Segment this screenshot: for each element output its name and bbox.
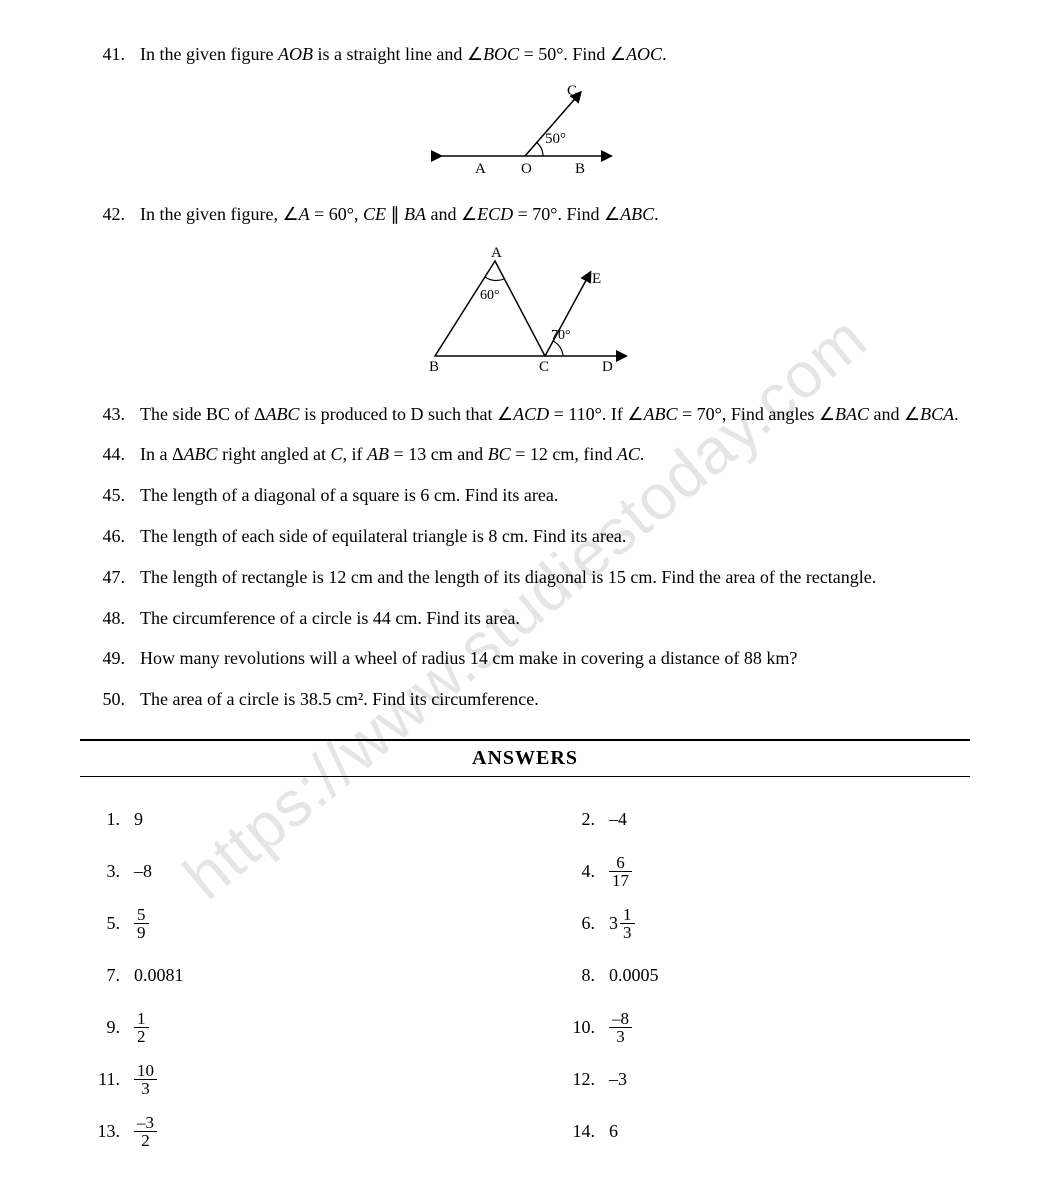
label-B: B: [429, 359, 439, 375]
label-O: O: [521, 161, 532, 177]
answer-value: 313: [609, 906, 970, 943]
question-text: The area of a circle is 38.5 cm². Find i…: [140, 685, 970, 714]
figure-42: A B C D E 60° 70°: [80, 241, 970, 386]
answer-value: 617: [609, 854, 970, 891]
answer-number: 11.: [80, 1069, 134, 1090]
answer-number: 5.: [80, 913, 134, 934]
answer-row: 9.12: [80, 1005, 495, 1051]
question-number: 43.: [80, 400, 140, 429]
question-text: The length of a diagonal of a square is …: [140, 481, 970, 510]
label-A: A: [491, 245, 502, 261]
answer-row: 8.0.0005: [555, 953, 970, 999]
label-C: C: [567, 83, 577, 99]
question-number: 42.: [80, 200, 140, 229]
question-48: 48. The circumference of a circle is 44 …: [80, 604, 970, 633]
question-text: In a ΔABC right angled at C, if AB = 13 …: [140, 440, 970, 469]
answer-number: 9.: [80, 1017, 134, 1038]
question-42: 42. In the given figure, ∠A = 60°, CE ∥ …: [80, 200, 970, 229]
label-E: E: [592, 271, 601, 287]
answer-value: –3: [609, 1069, 970, 1090]
label-A: A: [475, 161, 486, 177]
answer-number: 14.: [555, 1121, 609, 1142]
answer-value: 103: [134, 1062, 495, 1099]
question-text: How many revolutions will a wheel of rad…: [140, 644, 970, 673]
answer-number: 4.: [555, 861, 609, 882]
answer-value: 0.0005: [609, 965, 970, 986]
question-number: 46.: [80, 522, 140, 551]
answer-row: 12.–3: [555, 1057, 970, 1103]
label-B: B: [575, 161, 585, 177]
question-46: 46. The length of each side of equilater…: [80, 522, 970, 551]
answer-number: 8.: [555, 965, 609, 986]
question-number: 49.: [80, 644, 140, 673]
answer-number: 7.: [80, 965, 134, 986]
question-41: 41. In the given figure AOB is a straigh…: [80, 40, 970, 69]
answer-number: 1.: [80, 809, 134, 830]
angle-C-label: 70°: [551, 328, 571, 343]
answer-row: 13.–32: [80, 1109, 495, 1155]
question-45: 45. The length of a diagonal of a square…: [80, 481, 970, 510]
question-44: 44. In a ΔABC right angled at C, if AB =…: [80, 440, 970, 469]
answer-row: 4.617: [555, 849, 970, 895]
answer-row: 14.6: [555, 1109, 970, 1155]
answer-number: 10.: [555, 1017, 609, 1038]
question-47: 47. The length of rectangle is 12 cm and…: [80, 563, 970, 592]
answer-row: 11.103: [80, 1057, 495, 1103]
answer-value: –8: [134, 861, 495, 882]
answer-value: –83: [609, 1010, 970, 1047]
question-text: In the given figure, ∠A = 60°, CE ∥ BA a…: [140, 200, 970, 229]
answer-row: 2.–4: [555, 797, 970, 843]
question-number: 41.: [80, 40, 140, 69]
answer-row: 5.59: [80, 901, 495, 947]
answer-value: 6: [609, 1121, 970, 1142]
question-text: The circumference of a circle is 44 cm. …: [140, 604, 970, 633]
answer-value: 9: [134, 809, 495, 830]
answer-value: 59: [134, 906, 495, 943]
angle-A-label: 60°: [480, 288, 500, 303]
question-number: 50.: [80, 685, 140, 714]
question-number: 48.: [80, 604, 140, 633]
question-text: The length of rectangle is 12 cm and the…: [140, 563, 970, 592]
angle-label: 50°: [545, 131, 566, 147]
answer-number: 6.: [555, 913, 609, 934]
label-C: C: [539, 359, 549, 375]
figure-41: 50° A O B C: [80, 81, 970, 186]
question-number: 44.: [80, 440, 140, 469]
question-text: In the given figure AOB is a straight li…: [140, 40, 970, 69]
question-50: 50. The area of a circle is 38.5 cm². Fi…: [80, 685, 970, 714]
answer-value: –32: [134, 1114, 495, 1151]
answers-header: ANSWERS: [80, 739, 970, 777]
answer-number: 3.: [80, 861, 134, 882]
question-text: The length of each side of equilateral t…: [140, 522, 970, 551]
answer-number: 2.: [555, 809, 609, 830]
answer-value: 0.0081: [134, 965, 495, 986]
answers-grid: 1.9 2.–4 3.–8 4.617 5.59 6.313 7.0.0081 8.0.000…: [80, 797, 970, 1161]
answer-number: 12.: [555, 1069, 609, 1090]
answer-value: 12: [134, 1010, 495, 1047]
answer-row: 6.313: [555, 901, 970, 947]
answer-row: 7.0.0081: [80, 953, 495, 999]
question-number: 47.: [80, 563, 140, 592]
question-number: 45.: [80, 481, 140, 510]
answer-row: 1.9: [80, 797, 495, 843]
label-D: D: [602, 359, 613, 375]
answer-number: 13.: [80, 1121, 134, 1142]
question-text: The side BC of ΔABC is produced to D suc…: [140, 400, 970, 429]
answer-value: –4: [609, 809, 970, 830]
question-43: 43. The side BC of ΔABC is produced to D…: [80, 400, 970, 429]
answer-row: 10.–83: [555, 1005, 970, 1051]
question-49: 49. How many revolutions will a wheel of…: [80, 644, 970, 673]
answer-row: 3.–8: [80, 849, 495, 895]
